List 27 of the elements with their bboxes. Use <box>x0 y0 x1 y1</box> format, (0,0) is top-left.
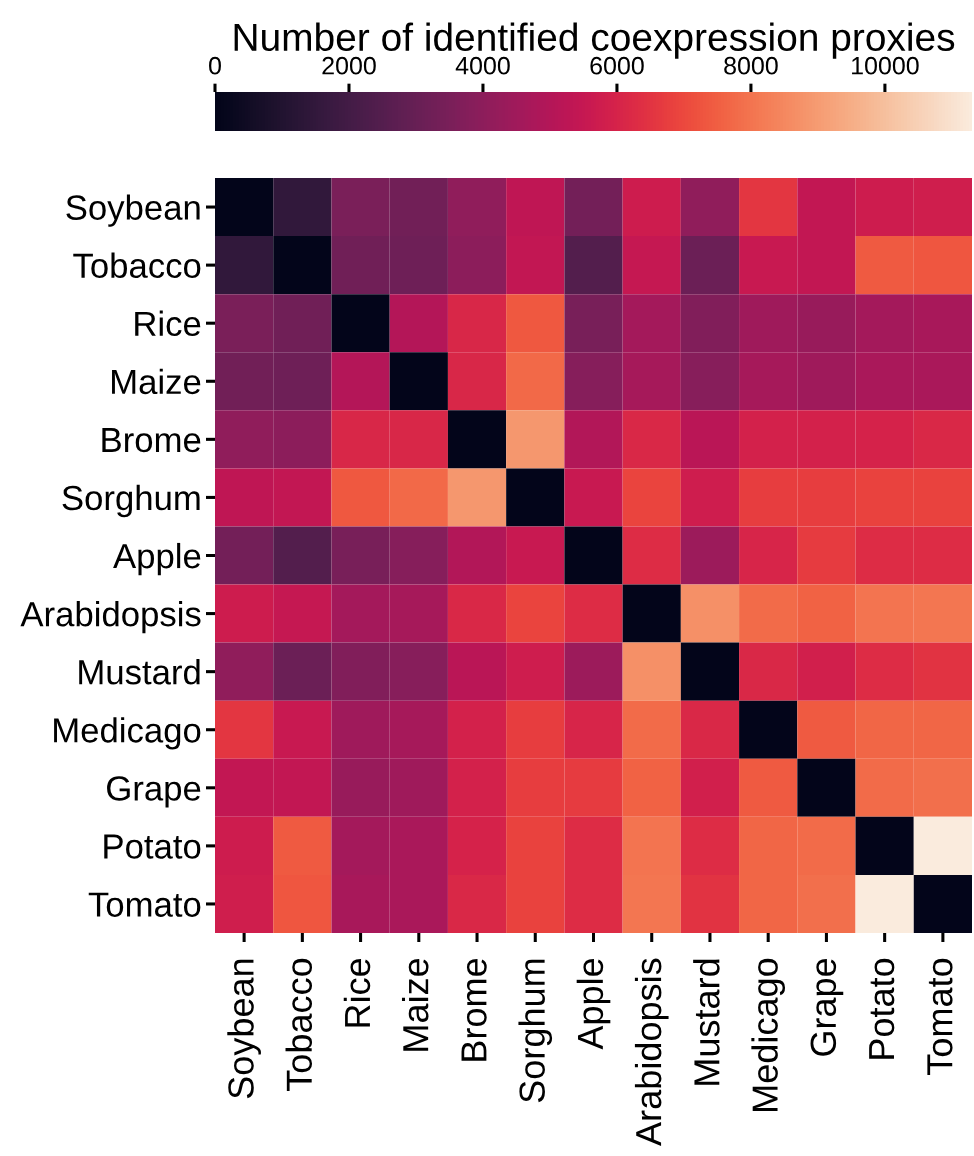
y-tick-label: Rice <box>135 310 201 337</box>
y-tick-label: Sorghum <box>62 484 200 518</box>
y-tick-label: Grape <box>107 776 201 808</box>
y-tick-label: Soybean <box>66 194 200 227</box>
x-tick-label: Sorghum <box>518 959 553 1103</box>
x-tick-label: Brome <box>461 958 487 1061</box>
y-tick-label: Apple <box>113 542 201 576</box>
x-tick-label: Potato <box>869 958 895 1059</box>
x-tick-label: Mustard <box>693 959 720 1085</box>
y-tick-label: Tobacco <box>73 252 201 279</box>
x-tick-label: Tomato <box>927 958 953 1075</box>
x-tick-label: Apple <box>576 958 611 1050</box>
x-tick-label: Arabidopsis <box>634 958 669 1146</box>
color-bar-label: 0 <box>209 56 221 75</box>
y-tick-label: Medicago <box>54 717 201 750</box>
x-tick-label: Maize <box>401 958 429 1051</box>
color-bar-label: 4000 <box>455 56 510 75</box>
y-tick-label: Brome <box>102 428 201 453</box>
x-tick-label: Tobacco <box>285 958 313 1091</box>
x-tick-label: Grape <box>810 958 844 1056</box>
y-tick-label: Arabidopsis <box>20 601 201 634</box>
x-tick-label: Medicago <box>751 958 786 1111</box>
y-tick-label: Potato <box>104 834 201 859</box>
y-tick-label: Mustard <box>79 659 200 685</box>
x-tick-label: Rice <box>343 958 371 1027</box>
y-tick-label: Maize <box>112 368 201 395</box>
y-tick-label: Tomato <box>88 892 201 917</box>
